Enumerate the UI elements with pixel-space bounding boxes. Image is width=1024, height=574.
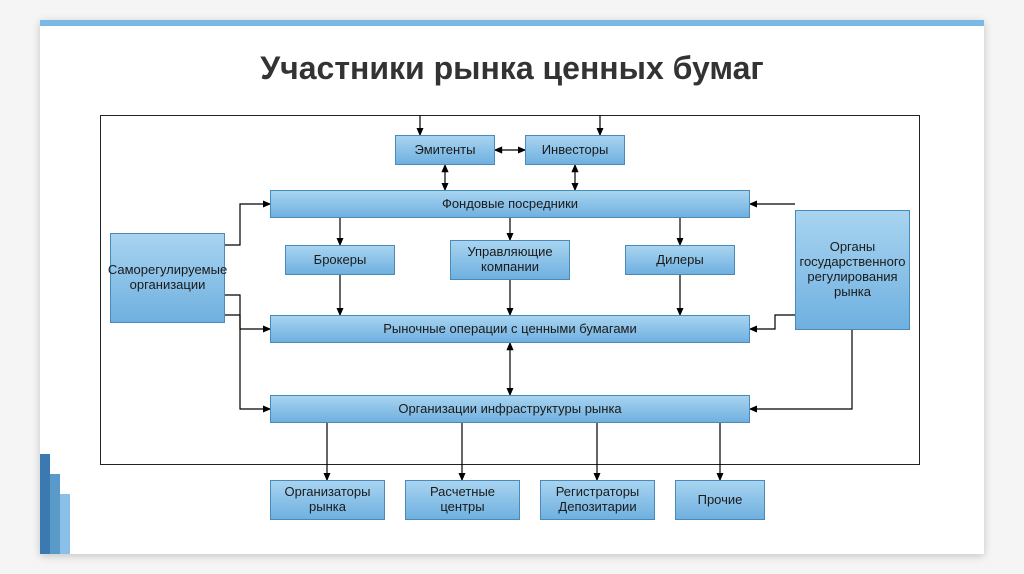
slide-title: Участники рынка ценных бумаг [40,50,984,87]
node-intermediaries: Фондовые посредники [270,190,750,218]
node-managers: Управляющие компании [450,240,570,280]
accent-left-bars [40,454,70,554]
node-issuers: Эмитенты [395,135,495,165]
slide: Участники рынка ценных бумаг Эмитенты Инв… [40,20,984,554]
node-dealers: Дилеры [625,245,735,275]
node-regulators: Органы государственного регулирования ры… [795,210,910,330]
diagram-area: Эмитенты Инвесторы Фондовые посредники Само… [100,115,920,535]
node-registrars: Регистраторы Депозитарии [540,480,655,520]
node-sro: Саморегулируемые организации [110,233,225,323]
node-others: Прочие [675,480,765,520]
accent-top-bar [40,20,984,26]
node-infrastructure: Организации инфраструктуры рынка [270,395,750,423]
node-clearing: Расчетные центры [405,480,520,520]
node-organizers: Организаторы рынка [270,480,385,520]
node-brokers: Брокеры [285,245,395,275]
node-operations: Рыночные операции с ценными бумагами [270,315,750,343]
node-investors: Инвесторы [525,135,625,165]
